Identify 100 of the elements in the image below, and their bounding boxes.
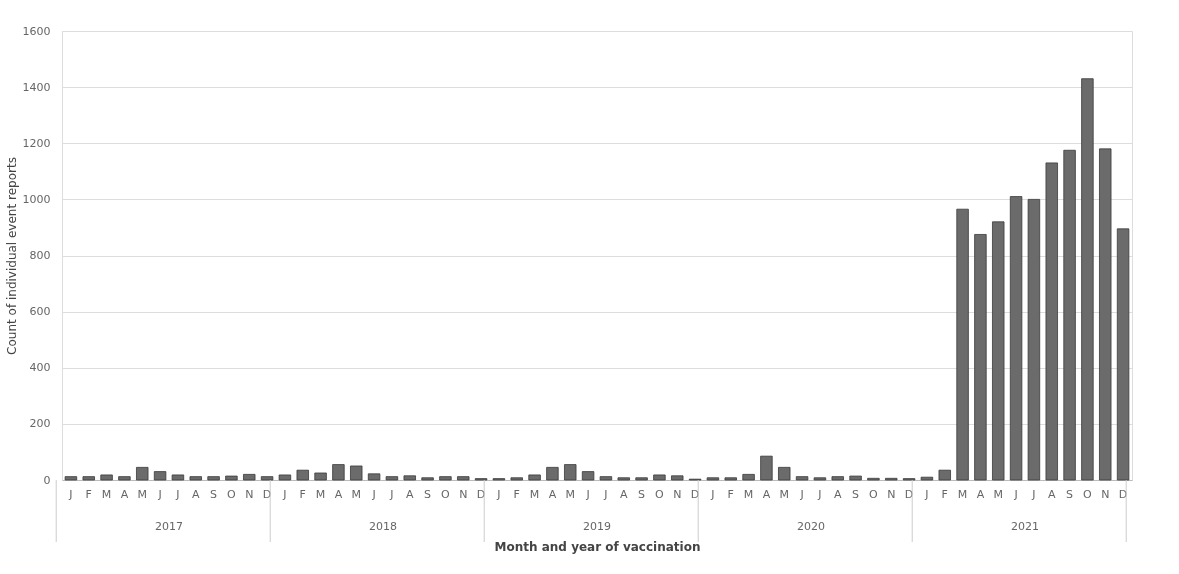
x-tick-label: N [245,487,254,501]
bar [760,455,773,481]
x-tick-label: S [424,487,432,501]
x-tick-label: N [1101,487,1110,501]
y-tick-label: 1200 [22,136,51,150]
bar [742,473,755,481]
x-tick-label: J [924,487,929,501]
x-tick-label: N [459,487,468,501]
text: 2018 [369,520,397,533]
bar [938,469,951,481]
x-tick-label: M [101,487,112,501]
bar [1045,162,1058,481]
x-tick-label: J [175,487,180,501]
x-tick-label: M [529,487,540,501]
text: 2019 [583,520,611,533]
x-tick-label: M [565,487,575,501]
bar [795,476,809,481]
bar [1099,148,1112,481]
text: 2020 [797,520,825,533]
bar [314,472,327,481]
bar [528,474,541,481]
bar [1063,149,1076,481]
x-tick-label: J [157,487,162,501]
bar [225,475,238,481]
x-tick-label: F [299,487,306,501]
x-tick-label: A [191,487,200,501]
bar [189,476,202,481]
bar [1081,78,1094,481]
x-tick-label: F [727,487,734,501]
bar [1009,196,1023,481]
x-tick-label: D [904,487,914,501]
x-tick-label: O [227,487,237,501]
bar [278,474,292,481]
y-tick-label: 600 [29,305,51,319]
bar [457,476,470,481]
bar [546,466,559,481]
bar [778,466,791,481]
bar [82,476,95,481]
bar [599,476,613,481]
bar [136,466,149,481]
x-tick-label: D [690,487,700,501]
y-tick-label: 200 [29,417,51,431]
x-tick-label: J [585,487,590,501]
bar [100,474,113,481]
x-tick-label: O [441,487,451,501]
text: 2021 [1011,520,1039,533]
x-tick-label: A [833,487,842,501]
x-tick-label: M [993,487,1003,501]
y-tick-label: 1400 [22,80,51,94]
x-tick-label: M [137,487,147,501]
bar [403,475,416,481]
x-tick-label: J [282,487,287,501]
bar [153,471,167,481]
x-tick-label: F [941,487,948,501]
x-tick-label: O [655,487,665,501]
x-tick-label: A [976,487,985,501]
x-tick-label: J [799,487,804,501]
x-tick-label: M [351,487,361,501]
bar [653,474,666,481]
bar [920,476,934,481]
bar [564,464,577,481]
x-tick-label: A [762,487,771,501]
bar [706,477,720,481]
bar [849,475,862,481]
bar [171,474,185,481]
y-axis-title: Count of individual event reports [4,157,19,355]
x-tick-label: A [334,487,343,501]
y-tick-label: 1000 [22,192,51,206]
x-tick-label: O [1083,487,1093,501]
y-tick-label: 1600 [22,24,51,38]
y-tick-label: 400 [29,361,51,375]
x-tick-label: D [262,487,272,501]
x-tick-label: O [869,487,879,501]
bar [724,477,737,481]
bar [367,473,381,481]
y-tick-label: 0 [43,473,51,487]
x-tick-label: D [1118,487,1128,501]
bar [64,476,78,481]
bar [581,471,595,481]
bar [510,477,523,481]
x-tick-label: S [852,487,860,501]
bar [421,477,434,481]
bar [956,208,969,481]
bar [260,476,274,481]
x-tick-label: F [513,487,520,501]
x-tick-label: A [1047,487,1056,501]
x-tick-label: A [548,487,557,501]
x-tick-label: S [1066,487,1074,501]
bar [207,476,220,481]
x-tick-label: M [743,487,754,501]
x-tick-label: A [619,487,628,501]
bar [118,476,131,481]
bar [385,476,399,481]
bar [439,476,452,481]
x-tick-label: D [476,487,486,501]
x-tick-label: J [496,487,501,501]
x-tick-label: J [371,487,376,501]
x-axis-title: Month and year of vaccination [494,539,701,554]
x-tick-label: A [405,487,414,501]
x-tick-label: N [673,487,682,501]
